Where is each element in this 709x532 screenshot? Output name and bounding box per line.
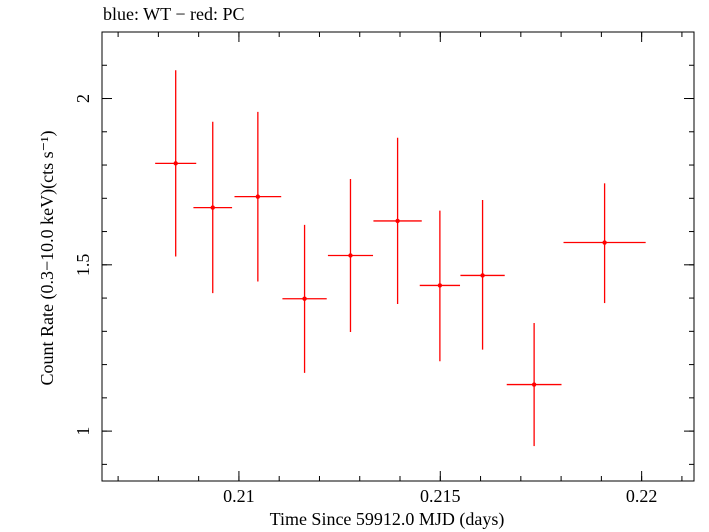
data-point[interactable] — [193, 121, 233, 294]
x-tick-label: 0.215 — [420, 486, 461, 506]
y-tick-label: 1.5 — [73, 254, 93, 277]
x-tick-label: 0.21 — [223, 486, 255, 506]
plot-frame — [101, 31, 695, 482]
data-point[interactable] — [460, 199, 505, 350]
data-point[interactable] — [282, 224, 327, 373]
point-marker — [602, 240, 607, 245]
axis-ticks: 0.21 0.215 0.22 1 1.5 2 — [73, 31, 694, 506]
point-marker — [395, 218, 400, 224]
y-axis-label: Count Rate (0.3−10.0 keV)(cts s⁻¹) — [37, 130, 58, 385]
data-points — [155, 70, 646, 447]
point-marker — [348, 253, 353, 258]
data-point[interactable] — [155, 70, 197, 257]
point-marker — [437, 283, 443, 288]
chart-title: blue: WT − red: PC — [103, 4, 245, 24]
data-point[interactable] — [506, 323, 562, 447]
data-point[interactable] — [327, 179, 374, 332]
x-tick-label: 0.22 — [626, 486, 658, 506]
y-tick-label: 1 — [73, 427, 93, 436]
data-point[interactable] — [419, 210, 461, 362]
point-marker — [531, 382, 537, 387]
y-tick-label: 2 — [73, 94, 93, 103]
point-marker — [480, 273, 485, 278]
point-marker — [302, 296, 307, 301]
data-point[interactable] — [373, 137, 422, 305]
data-point[interactable] — [234, 111, 282, 282]
x-axis-label: Time Since 59912.0 MJD (days) — [270, 509, 505, 530]
point-marker — [210, 205, 215, 210]
data-point[interactable] — [563, 183, 646, 304]
point-marker — [173, 161, 178, 166]
point-marker — [255, 194, 261, 199]
